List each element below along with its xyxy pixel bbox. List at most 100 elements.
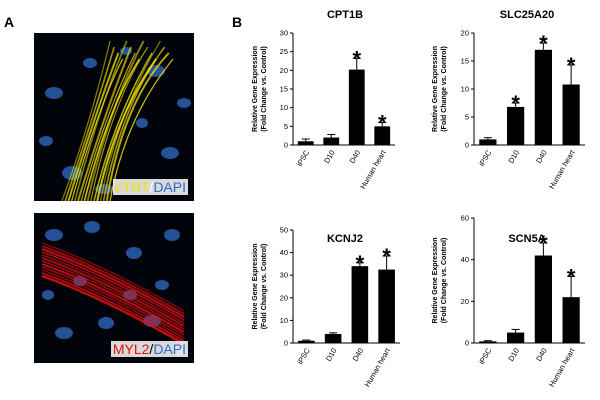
fiber xyxy=(41,256,185,328)
x-tick-label: iPSC xyxy=(477,148,494,168)
panel-b-label: B xyxy=(232,14,243,30)
x-tick-label: D40 xyxy=(534,148,549,164)
bar-human-heart xyxy=(374,126,391,145)
bar-ipsc xyxy=(479,139,497,145)
y-axis-title-line: (Fold Change vs. Control) xyxy=(261,244,268,330)
bar-d40 xyxy=(534,255,552,343)
y-tick-label: 30 xyxy=(280,29,288,38)
micrograph-myl2-stain-label: MYL2/DAPI xyxy=(110,341,188,357)
bar-d10 xyxy=(507,106,525,145)
fiber xyxy=(99,40,161,201)
bar-human-heart xyxy=(378,269,395,343)
nucleus xyxy=(45,87,63,99)
nucleus xyxy=(161,147,179,159)
fiber xyxy=(74,40,128,201)
fiber xyxy=(80,52,136,201)
y-tick-label: 20 xyxy=(280,293,288,302)
chart-cpt1b: CPT1B Relative Gene Expression (Fold Chang… xyxy=(252,9,395,191)
fiber xyxy=(90,46,149,201)
fiber xyxy=(67,52,120,201)
y-tick-label: 40 xyxy=(461,255,469,264)
fiber xyxy=(41,274,185,346)
y-tick-label: 0 xyxy=(465,141,469,150)
bar-d40 xyxy=(351,266,369,343)
fiber xyxy=(86,40,145,201)
chart-kcnj2: KCNJ2 Relative Gene Expression (Fold Chang… xyxy=(252,226,400,389)
fiber xyxy=(105,52,170,201)
significance-star: * xyxy=(356,251,365,276)
myl2-marker-label: MYL2 xyxy=(112,341,150,357)
panel-a-label: A xyxy=(4,14,15,30)
bar-d10 xyxy=(507,332,525,343)
y-tick-label: 20 xyxy=(280,66,288,75)
x-tick-label: D40 xyxy=(534,346,549,362)
dapi-label: DAPI xyxy=(153,341,186,357)
significance-star: * xyxy=(539,231,548,256)
fiber xyxy=(41,272,185,342)
nucleus xyxy=(136,118,148,128)
y-axis-title-line: (Fold Change vs. Control) xyxy=(441,238,448,324)
y-tick-label: 60 xyxy=(461,214,469,223)
bar-d40 xyxy=(534,49,552,145)
x-tick-label: iPSC xyxy=(477,346,494,366)
y-tick-label: 15 xyxy=(280,85,288,94)
y-tick-label: 20 xyxy=(461,29,469,38)
x-tick-label: iPSC xyxy=(295,148,312,168)
significance-star: * xyxy=(567,53,576,78)
x-tick-label: D40 xyxy=(348,148,363,164)
fiber xyxy=(41,265,185,337)
bar-d10 xyxy=(323,137,340,145)
fiber xyxy=(41,242,185,312)
fiber xyxy=(41,254,185,324)
y-tick-label: 15 xyxy=(461,57,469,66)
y-axis-title-line: Relative Gene Expression xyxy=(432,46,439,132)
x-tick-label: Human heart xyxy=(358,148,388,191)
bar-ipsc xyxy=(297,141,314,145)
fiber xyxy=(41,251,185,321)
fiber xyxy=(64,46,115,201)
y-tick-label: 25 xyxy=(280,47,288,56)
x-tick-label: Human heart xyxy=(547,148,577,191)
nucleus xyxy=(98,317,114,329)
significance-star: * xyxy=(539,31,548,56)
fiber xyxy=(41,269,185,339)
bar-human-heart xyxy=(562,297,580,343)
nucleus xyxy=(126,247,142,259)
nucleus xyxy=(84,221,100,233)
x-tick-label: Human heart xyxy=(547,346,577,389)
nucleus xyxy=(164,229,180,241)
y-tick-label: 10 xyxy=(280,316,288,325)
fiber xyxy=(93,52,153,201)
ctnt-marker-label: cTNT xyxy=(115,179,150,195)
chart-title: SCN5A xyxy=(508,233,545,245)
nucleus xyxy=(42,290,54,300)
nucleus xyxy=(55,327,73,339)
fiber xyxy=(41,263,185,333)
bar-ipsc xyxy=(479,341,497,343)
x-tick-label: D10 xyxy=(506,346,521,362)
significance-star: * xyxy=(352,46,361,71)
x-tick-label: D40 xyxy=(351,346,366,362)
chart-title: KCNJ2 xyxy=(327,233,363,245)
significance-star: * xyxy=(511,91,520,116)
x-tick-label: iPSC xyxy=(295,346,312,366)
significance-star: * xyxy=(378,111,387,136)
x-tick-label: Human heart xyxy=(363,346,393,389)
nucleus xyxy=(83,58,97,68)
chart-title: SLC25A20 xyxy=(500,9,554,21)
y-tick-label: 10 xyxy=(461,85,469,94)
y-tick-label: 40 xyxy=(280,248,288,257)
fiber xyxy=(77,46,132,201)
fiber xyxy=(41,260,185,330)
fiber xyxy=(41,245,185,315)
y-tick-label: 0 xyxy=(284,141,288,150)
y-tick-label: 5 xyxy=(284,122,288,131)
nucleus xyxy=(155,280,169,290)
y-tick-label: 30 xyxy=(280,271,288,280)
bar-human-heart xyxy=(562,84,580,145)
y-axis-title-line: Relative Gene Expression xyxy=(432,238,439,324)
bar-d40 xyxy=(348,69,365,145)
dapi-label: DAPI xyxy=(153,179,186,195)
nucleus xyxy=(177,98,191,108)
chart-title: CPT1B xyxy=(327,9,363,21)
